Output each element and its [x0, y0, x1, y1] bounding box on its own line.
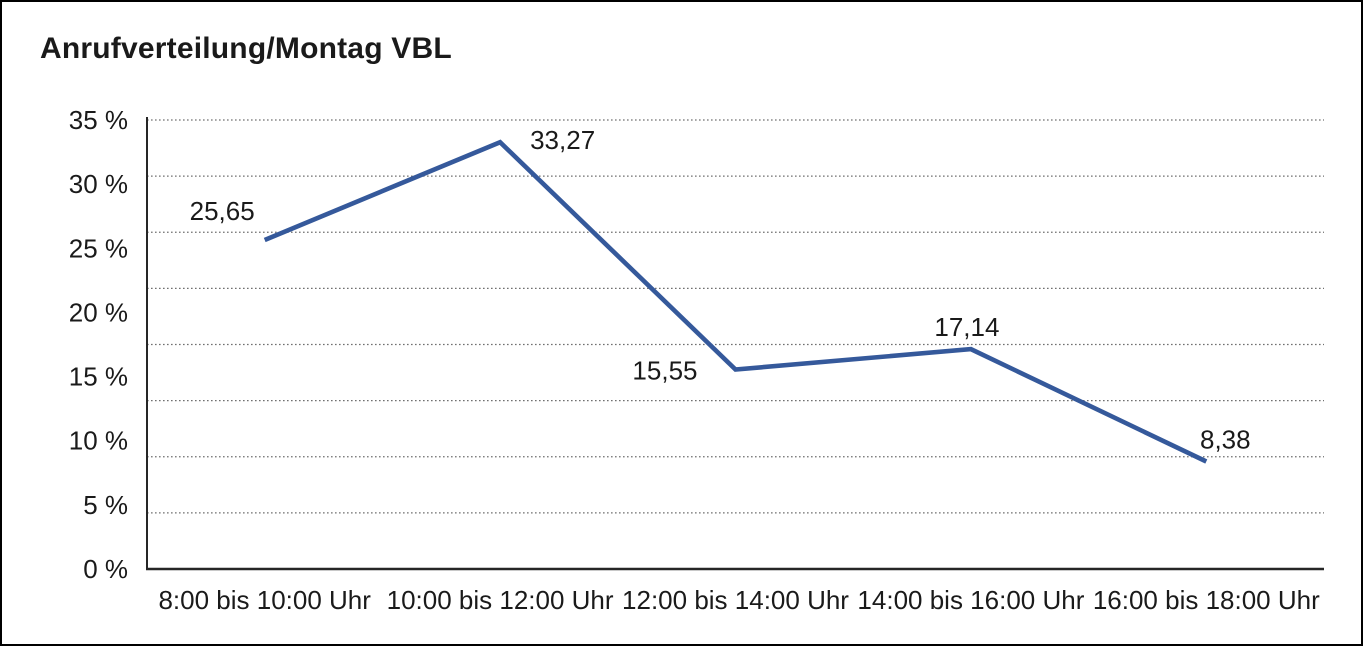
y-axis-tick-label: 0 % — [83, 554, 128, 584]
data-point-label: 33,27 — [530, 125, 595, 155]
x-axis-tick-label: 16:00 bis 18:00 Uhr — [1093, 585, 1320, 615]
data-point-label: 25,65 — [190, 196, 255, 226]
y-axis-tick-label: 35 % — [69, 105, 128, 135]
chart-title: Anrufverteilung/Montag VBL — [40, 32, 452, 65]
y-axis-tick-label: 20 % — [69, 297, 128, 327]
x-axis-tick-label: 8:00 bis 10:00 Uhr — [158, 585, 371, 615]
y-axis-tick-label: 15 % — [69, 362, 128, 392]
y-axis-tick-label: 30 % — [69, 169, 128, 199]
y-axis-tick-label: 5 % — [83, 490, 128, 520]
y-axis-tick-label: 25 % — [69, 233, 128, 263]
data-point-label: 15,55 — [632, 356, 697, 386]
y-axis-tick-label: 10 % — [69, 426, 128, 456]
data-point-label: 17,14 — [934, 312, 999, 342]
data-series-line — [263, 139, 1208, 464]
data-point-label: 8,38 — [1200, 424, 1251, 454]
x-axis-tick-label: 10:00 bis 12:00 Uhr — [387, 585, 614, 615]
x-axis-tick-label: 14:00 bis 16:00 Uhr — [857, 585, 1084, 615]
x-axis-tick-label: 12:00 bis 14:00 Uhr — [622, 585, 849, 615]
